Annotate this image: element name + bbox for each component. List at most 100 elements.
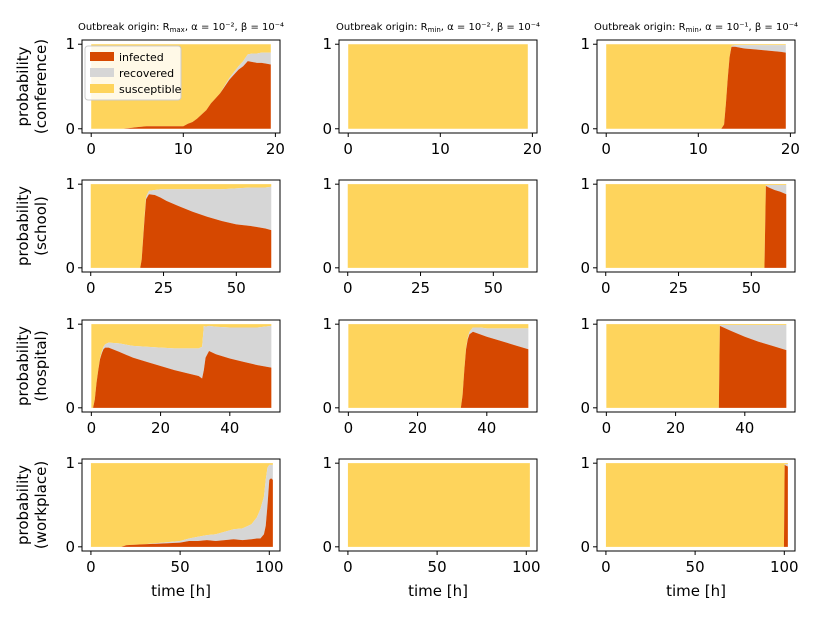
axes-frame xyxy=(338,39,538,134)
x-tick-label: 0 xyxy=(344,419,354,437)
column-title-1: Outbreak origin: Rmax, α = 10⁻², β = 10⁻… xyxy=(78,22,284,34)
y-axis-label: probability xyxy=(14,46,32,126)
y-tick-label: 0 xyxy=(65,399,75,417)
x-axis-label: time [h] xyxy=(151,582,211,600)
title-suffix: , α = 10⁻¹, β = 10⁻⁴ xyxy=(699,22,798,33)
x-tick-label: 0 xyxy=(86,140,96,158)
infected-legend-label: infected xyxy=(119,51,164,64)
x-tick-label: 0 xyxy=(601,140,611,158)
y-tick-label: 0 xyxy=(322,399,332,417)
y-tick-label: 1 xyxy=(65,315,75,333)
legend: infected recovered susceptible xyxy=(84,45,182,101)
infected-area xyxy=(606,325,787,408)
x-tick-label: 50 xyxy=(428,558,447,576)
axes-frame xyxy=(596,458,796,552)
y-tick-label: 0 xyxy=(65,259,75,277)
x-tick-label: 20 xyxy=(666,419,685,437)
susceptible-area xyxy=(606,44,786,129)
y-tick-label: 0 xyxy=(580,399,590,417)
axes-frame xyxy=(338,179,538,273)
susceptible-legend-swatch xyxy=(90,84,114,93)
y-axis-label: probability xyxy=(14,326,32,406)
y-tick-label: 1 xyxy=(322,454,332,472)
x-tick-label: 20 xyxy=(151,419,170,437)
y-tick-label: 0 xyxy=(65,538,75,556)
susceptible-area xyxy=(606,324,787,408)
y-tick-label: 1 xyxy=(580,315,590,333)
axes-frame xyxy=(338,458,538,552)
infected-area xyxy=(91,61,271,129)
y-tick-label: 1 xyxy=(322,175,332,193)
x-tick-label: 40 xyxy=(220,419,239,437)
y-tick-label: 0 xyxy=(322,538,332,556)
recovered-area xyxy=(606,325,787,408)
y-tick-label: 1 xyxy=(65,175,75,193)
x-tick-label: 0 xyxy=(86,558,96,576)
y-tick-label: 1 xyxy=(580,175,590,193)
x-tick-label: 0 xyxy=(343,140,353,158)
y-axis-label-context: (school) xyxy=(32,196,50,256)
infected-area xyxy=(606,46,786,129)
susceptible-area xyxy=(90,463,273,547)
y-tick-label: 0 xyxy=(322,120,332,138)
title-subscript: max xyxy=(170,26,185,34)
x-tick-label: 20 xyxy=(266,140,285,158)
axes-frame xyxy=(81,179,281,273)
axes-frame xyxy=(596,319,796,413)
column-title-2: Outbreak origin: Rmin, α = 10⁻², β = 10⁻… xyxy=(336,22,540,34)
x-axis-label: time [h] xyxy=(408,582,468,600)
x-tick-label: 10 xyxy=(174,140,193,158)
panel-r3-c2: 010 20 40 xyxy=(322,315,538,437)
panel-r1-c2: 010 10 20 xyxy=(322,35,541,158)
x-tick-label: 0 xyxy=(601,558,611,576)
x-tick-label: 0 xyxy=(601,279,611,297)
susceptible-area xyxy=(90,184,272,268)
y-tick-label: 1 xyxy=(322,315,332,333)
title-prefix: Outbreak origin: R xyxy=(594,22,686,33)
axes-frame xyxy=(81,319,281,413)
x-axis-label: time [h] xyxy=(666,582,726,600)
x-tick-label: 40 xyxy=(477,419,496,437)
x-tick-label: 10 xyxy=(431,140,450,158)
infected-area xyxy=(90,194,272,268)
y-tick-label: 1 xyxy=(65,454,75,472)
panel-r4-c1: 0 1 0 50 100 probability (workplace) time [h] xyxy=(14,454,284,600)
recovered-legend-label: recovered xyxy=(119,67,174,80)
susceptible-area xyxy=(348,44,528,129)
x-tick-label: 25 xyxy=(154,279,173,297)
y-tick-label: 0 xyxy=(580,259,590,277)
susceptible-area xyxy=(605,463,788,547)
recovered-area xyxy=(90,186,272,268)
panel-r4-c2: 0 1 0 50 100 time [h] xyxy=(322,454,540,600)
x-tick-label: 0 xyxy=(343,279,353,297)
infected-legend-swatch xyxy=(90,52,114,61)
y-axis-label-context: (hospital) xyxy=(32,330,50,401)
x-tick-label: 0 xyxy=(86,279,96,297)
susceptible-area xyxy=(605,184,787,268)
x-tick-label: 0 xyxy=(602,419,612,437)
x-tick-label: 100 xyxy=(512,558,541,576)
x-tick-label: 20 xyxy=(408,419,427,437)
y-tick-label: 0 xyxy=(322,259,332,277)
axes-frame xyxy=(596,179,796,273)
title-prefix: Outbreak origin: R xyxy=(336,22,428,33)
x-tick-label: 0 xyxy=(87,419,97,437)
panel-r2-c2: 0 1 0 25 50 xyxy=(322,175,538,297)
axes-frame xyxy=(81,39,281,134)
y-tick-label: 0 xyxy=(580,538,590,556)
x-tick-label: 20 xyxy=(781,140,800,158)
susceptible-area xyxy=(91,324,272,408)
x-tick-label: 0 xyxy=(343,558,353,576)
y-axis-label-context: (workplace) xyxy=(32,461,50,549)
recovered-area xyxy=(91,325,272,408)
title-prefix: Outbreak origin: R xyxy=(78,22,170,33)
axes-frame xyxy=(596,39,796,134)
x-tick-label: 50 xyxy=(484,279,503,297)
susceptible-area xyxy=(348,324,529,408)
x-tick-label: 20 xyxy=(523,140,542,158)
y-axis-label: probability xyxy=(14,465,32,545)
recovered-legend-swatch xyxy=(90,68,114,77)
susceptible-area xyxy=(347,463,530,547)
